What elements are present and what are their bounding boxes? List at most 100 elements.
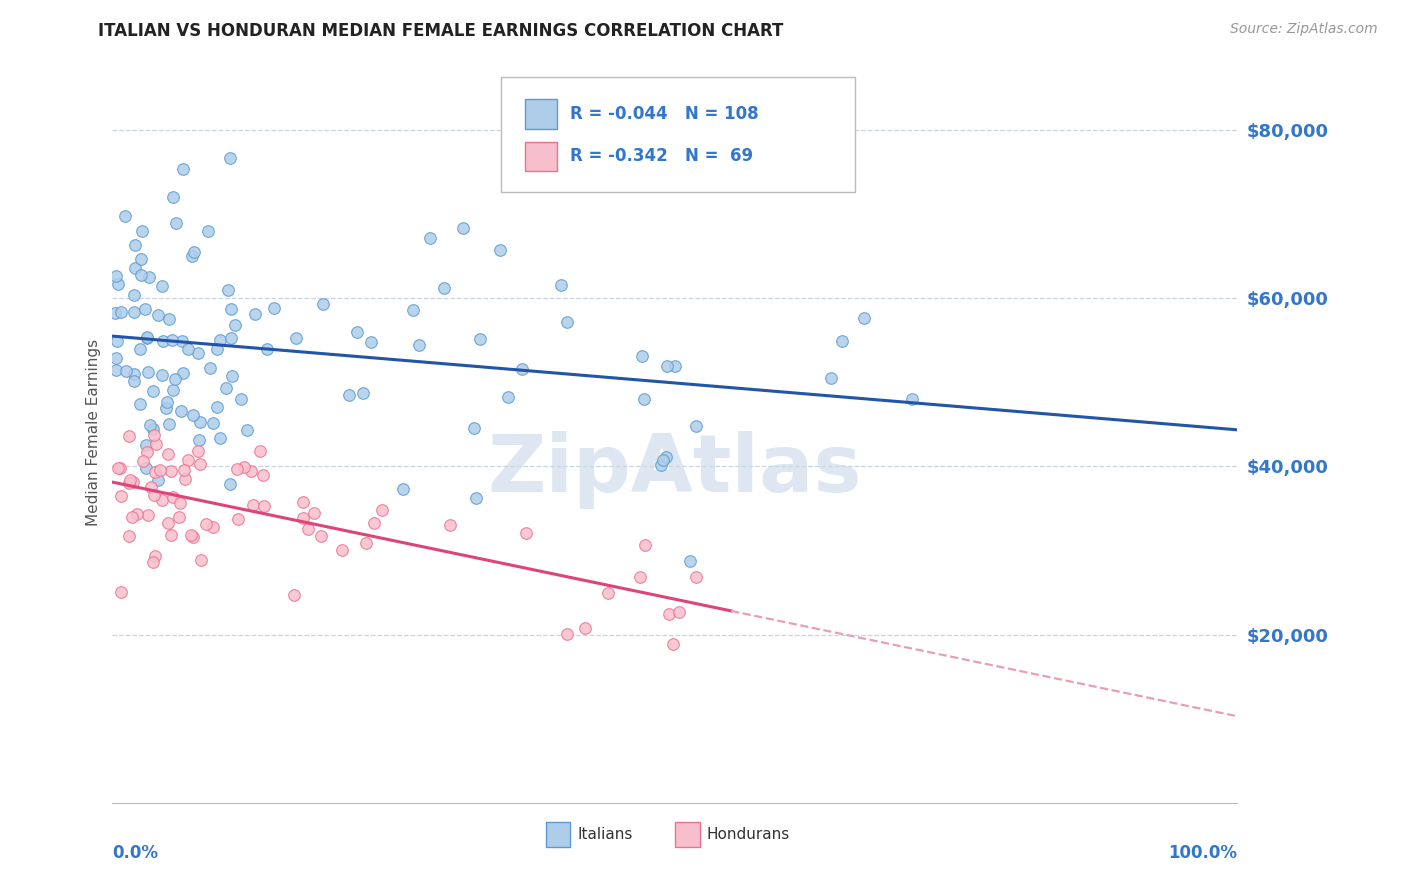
Point: [557, 626, 579, 640]
Point: [235, 424, 257, 438]
Point: [190, 553, 212, 567]
Point: [150, 493, 173, 508]
Point: [408, 338, 430, 352]
Point: [156, 395, 179, 409]
Point: [121, 509, 143, 524]
Point: [177, 342, 200, 356]
Point: [136, 365, 159, 379]
Point: [657, 359, 679, 373]
Point: [104, 305, 127, 319]
Point: [165, 216, 187, 230]
Point: [143, 488, 166, 502]
Point: [104, 268, 127, 283]
Point: [124, 261, 146, 276]
Point: [145, 437, 167, 451]
Point: [162, 190, 184, 204]
Point: [312, 297, 335, 311]
Point: [679, 554, 702, 568]
Point: [221, 369, 243, 384]
Point: [555, 315, 578, 329]
Point: [242, 498, 264, 512]
Point: [352, 386, 374, 401]
Point: [224, 318, 246, 332]
Point: [141, 480, 163, 494]
FancyBboxPatch shape: [526, 99, 557, 129]
Point: [392, 482, 415, 496]
Point: [249, 444, 271, 458]
FancyBboxPatch shape: [526, 142, 557, 171]
Point: [107, 461, 129, 475]
Point: [229, 392, 252, 407]
Text: Italians: Italians: [576, 827, 633, 842]
Point: [205, 342, 228, 356]
Point: [439, 517, 461, 532]
Point: [219, 331, 242, 345]
Point: [108, 461, 131, 475]
Point: [354, 536, 377, 550]
Point: [628, 570, 651, 584]
Text: ZipAtlas: ZipAtlas: [488, 431, 862, 508]
Point: [197, 224, 219, 238]
Point: [174, 472, 197, 486]
Point: [118, 476, 141, 491]
Point: [134, 301, 156, 316]
Point: [831, 334, 853, 349]
Point: [146, 308, 169, 322]
Point: [114, 210, 136, 224]
Point: [419, 231, 441, 245]
Point: [159, 528, 181, 542]
Point: [181, 409, 204, 423]
Point: [187, 346, 209, 360]
Point: [463, 421, 485, 435]
Point: [668, 605, 690, 619]
Y-axis label: Median Female Earnings: Median Female Earnings: [86, 339, 101, 526]
Point: [550, 277, 572, 292]
Point: [150, 279, 173, 293]
Point: [181, 531, 204, 545]
Point: [157, 417, 180, 432]
Point: [402, 303, 425, 318]
Point: [225, 462, 247, 476]
Text: 100.0%: 100.0%: [1168, 844, 1237, 862]
Point: [630, 349, 652, 363]
Point: [853, 311, 876, 326]
Point: [215, 381, 238, 395]
Point: [124, 238, 146, 252]
Point: [433, 281, 456, 295]
Point: [283, 588, 305, 602]
Point: [183, 244, 205, 259]
Point: [170, 334, 193, 349]
Point: [110, 489, 132, 503]
Point: [219, 301, 242, 316]
Point: [243, 307, 266, 321]
Point: [165, 372, 187, 386]
Point: [104, 351, 127, 366]
Point: [650, 458, 672, 473]
Point: [142, 427, 165, 442]
Text: 0.0%: 0.0%: [112, 844, 159, 862]
Point: [160, 463, 183, 477]
Point: [142, 384, 165, 399]
Point: [489, 243, 512, 257]
Point: [162, 383, 184, 397]
Point: [135, 445, 157, 459]
Point: [149, 463, 172, 477]
Point: [685, 419, 707, 434]
Point: [655, 450, 678, 464]
Point: [117, 529, 139, 543]
Point: [157, 311, 180, 326]
Point: [122, 374, 145, 388]
Point: [131, 224, 153, 238]
Point: [218, 151, 240, 165]
Point: [172, 366, 194, 380]
Point: [198, 361, 221, 376]
Point: [360, 335, 382, 350]
Point: [292, 495, 315, 509]
Point: [136, 508, 159, 522]
Point: [219, 476, 242, 491]
Point: [201, 520, 224, 534]
Point: [464, 491, 486, 505]
Text: R = -0.044   N = 108: R = -0.044 N = 108: [571, 105, 759, 123]
Point: [633, 392, 655, 406]
Point: [302, 506, 325, 520]
